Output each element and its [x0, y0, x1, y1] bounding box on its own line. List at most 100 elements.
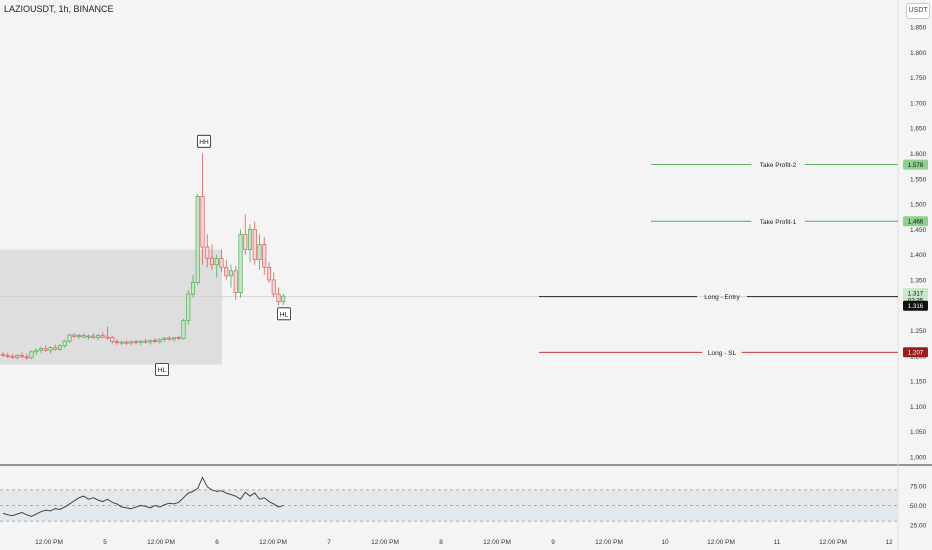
candle-body [38, 348, 44, 351]
consolidation-zone [0, 249, 222, 365]
candle-body [157, 339, 162, 343]
level-label: Take Profit-1 [760, 219, 797, 226]
candle-body [91, 335, 96, 338]
candle-body [262, 244, 267, 268]
candle-body [190, 282, 196, 295]
candle-body [138, 340, 143, 344]
time-tick: 12:00 PM [35, 539, 63, 546]
candle-body [53, 347, 58, 350]
candle-body [57, 345, 63, 350]
time-tick: 8 [439, 539, 443, 546]
time-tick: 11 [774, 539, 781, 546]
time-tick: 9 [551, 539, 555, 546]
time-tick: 12:00 PM [595, 539, 623, 546]
candle-body [224, 266, 229, 277]
candles-layer [0, 153, 286, 360]
candle-body [167, 337, 172, 340]
price-tick: 1.150 [910, 379, 927, 386]
candle-body [29, 351, 34, 359]
price-tick: 1.100 [910, 404, 927, 411]
price-tag-text: 1.466 [908, 219, 924, 226]
time-tick: 12:00 PM [371, 539, 399, 546]
level-price-tag: 1.466 [903, 216, 928, 227]
candle-body [219, 258, 224, 268]
time-tick: 12:00 PM [147, 539, 175, 546]
levels-layer: Take Profit-2 Take Profit-1 Long - Entry Lo… [0, 162, 898, 357]
rsi-tick: 75.00 [910, 484, 927, 491]
rsi-line [2, 476, 284, 517]
time-tick: 7 [327, 539, 331, 546]
candle-body [133, 341, 139, 344]
candle-body [176, 337, 181, 339]
time-tick: 10 [661, 539, 669, 546]
candle-body [95, 335, 101, 338]
time-tick: 12:00 PM [819, 539, 847, 546]
price-tag-bg [903, 216, 928, 227]
candle-body [67, 334, 72, 342]
candle-body [247, 229, 253, 250]
rsi-band [0, 489, 898, 522]
price-tick: 1.600 [910, 151, 927, 158]
candle-body [228, 270, 234, 277]
annotations-layer: HH HL HL [155, 134, 291, 376]
price-tag-text: 1.578 [908, 162, 924, 169]
price-tick: 1.400 [910, 252, 927, 259]
annotation-label: HH [199, 139, 209, 146]
price-tick: 1.000 [910, 455, 927, 462]
candle-body [15, 354, 20, 358]
rsi-tick: 25.00 [910, 523, 927, 530]
candle-body [209, 257, 215, 266]
candle-body [72, 334, 77, 337]
annotation-label: HL [280, 311, 289, 318]
candle-body [81, 335, 86, 338]
time-axis[interactable]: 12:00 PM 5 12:00 PM 6 12:00 PM 7 12:00 PM 8 12:0… [35, 539, 893, 546]
candle-body [86, 335, 91, 338]
price-tick: 1.700 [910, 100, 927, 107]
candle-body [281, 295, 286, 303]
candle-body [124, 341, 129, 344]
annotation-box [155, 363, 169, 376]
price-tick: 1.250 [910, 328, 927, 335]
candle-body [257, 244, 262, 261]
candle-body [186, 293, 191, 321]
candle-body [43, 348, 48, 351]
symbol-title: LAZIOUSDT, 1h, BINANCE [4, 4, 114, 14]
candle-body [162, 337, 167, 340]
candle-body [34, 349, 39, 353]
candle-body [105, 336, 110, 339]
candle-body [100, 335, 105, 338]
price-tick: 1.050 [910, 429, 927, 436]
candle-body [276, 293, 281, 303]
candle-body [148, 340, 153, 343]
candle-body [181, 320, 186, 339]
currency-button[interactable]: USDT [906, 3, 930, 19]
candle-body [266, 266, 272, 281]
time-tick: 12:00 PM [483, 539, 511, 546]
price-tick: 1.350 [910, 277, 927, 284]
price-tag-text: 1.316 [908, 303, 924, 310]
candle-body [195, 196, 200, 283]
candle-body [200, 196, 205, 248]
candle-body [114, 341, 120, 344]
price-tag-text: 1.317 [908, 290, 924, 297]
price-tick: 1.850 [910, 25, 927, 32]
price-tick: 1.800 [910, 50, 927, 57]
rsi-pane: 25.00 50.00 75.00 [0, 476, 927, 530]
candle-body [129, 341, 134, 344]
candle-body [143, 340, 148, 343]
candle-body [271, 279, 276, 295]
zones-layer [0, 249, 222, 365]
candle-body [119, 341, 124, 344]
annotation-label: HL [158, 367, 167, 374]
price-tick: 1.550 [910, 176, 927, 183]
candle-body [152, 340, 158, 343]
level-label: Long - Entry [704, 294, 740, 301]
candle-body [5, 354, 10, 357]
price-axis[interactable]: 1.0001.0501.1001.1501.2001.2501.3001.350… [910, 25, 927, 462]
candle-body [205, 246, 210, 259]
price-tag-bg [903, 347, 928, 358]
candle-body [62, 340, 67, 347]
time-tick: 12:00 PM [259, 539, 287, 546]
